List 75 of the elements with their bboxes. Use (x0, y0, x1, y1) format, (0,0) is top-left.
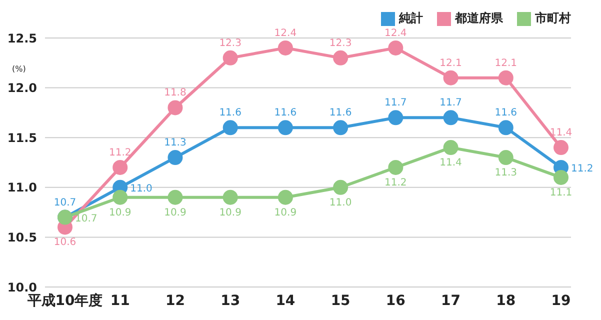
point (278, 40, 293, 56)
x-tick-label: 11 (110, 292, 130, 309)
y-tick-label: 12.0 (7, 81, 37, 96)
y-tick-label: 11.5 (7, 130, 37, 145)
data-label: 11.6 (494, 108, 518, 119)
point (222, 50, 238, 66)
data-label: 11.2 (384, 177, 407, 188)
data-label: 11.2 (571, 163, 594, 174)
data-label: 12.3 (329, 38, 352, 49)
x-tick-label: 14 (276, 292, 296, 309)
data-label: 12.1 (494, 58, 518, 69)
point (498, 120, 514, 136)
point (443, 140, 458, 156)
legend-label: 純計 (398, 10, 423, 27)
legend-label: 市町村 (534, 10, 571, 27)
point (388, 160, 404, 175)
point (222, 120, 238, 136)
point (554, 170, 568, 185)
data-label: 10.9 (164, 207, 186, 218)
point (443, 110, 458, 126)
data-label: 11.2 (108, 147, 132, 158)
y-tick-label: 12.5 (7, 31, 37, 46)
point (278, 120, 293, 136)
point (388, 40, 404, 56)
point (333, 120, 348, 136)
data-label: 11.6 (274, 108, 297, 119)
x-tick-label: 17 (441, 292, 461, 309)
y-tick-label: 10.0 (7, 280, 37, 294)
data-label: 10.7 (54, 197, 76, 208)
data-label: 12.4 (384, 28, 407, 39)
x-tick-label: 平成10年度 (26, 292, 103, 309)
x-tick-label: 19 (551, 292, 571, 309)
y-tick-label: 10.5 (7, 230, 37, 244)
point (112, 190, 128, 205)
point (278, 190, 293, 205)
y-axis-title: (%) (12, 64, 26, 74)
point (112, 160, 128, 175)
point (222, 190, 238, 205)
data-label: 11.4 (440, 158, 462, 169)
x-tick-label: 18 (496, 292, 516, 309)
data-label: 11.4 (550, 128, 572, 139)
data-label: 12.3 (219, 38, 242, 49)
y-tick-label: 11.0 (7, 180, 37, 195)
point (498, 70, 514, 86)
x-tick-label: 16 (386, 292, 406, 309)
point (168, 190, 183, 205)
point (554, 140, 568, 156)
point (168, 150, 183, 166)
point (388, 110, 404, 126)
data-label: 12.1 (440, 58, 462, 69)
data-label: 10.9 (274, 207, 297, 218)
point (498, 150, 514, 166)
data-label: 11.7 (440, 98, 462, 109)
data-label: 11.0 (329, 197, 352, 208)
data-label: 11.3 (494, 168, 518, 179)
data-label: 10.6 (54, 237, 76, 248)
data-label: 11.7 (384, 98, 407, 109)
x-tick-label: 13 (220, 292, 240, 309)
point (333, 180, 348, 195)
point (333, 50, 348, 66)
point (168, 100, 183, 116)
data-label: 12.4 (274, 28, 297, 39)
legend-label: 都道府県 (454, 10, 503, 27)
data-label: 11.8 (164, 88, 186, 99)
data-label: 11.6 (219, 108, 242, 119)
data-label: 11.0 (130, 183, 152, 194)
data-label: 11.1 (550, 187, 572, 198)
data-label: 11.3 (164, 138, 186, 149)
x-tick-label: 12 (165, 292, 185, 309)
data-label: 10.9 (108, 207, 132, 218)
data-label: 10.9 (219, 207, 242, 218)
data-label: 11.6 (329, 108, 352, 119)
data-label: 10.7 (75, 213, 98, 224)
point (443, 70, 458, 86)
x-tick-label: 15 (330, 292, 350, 309)
